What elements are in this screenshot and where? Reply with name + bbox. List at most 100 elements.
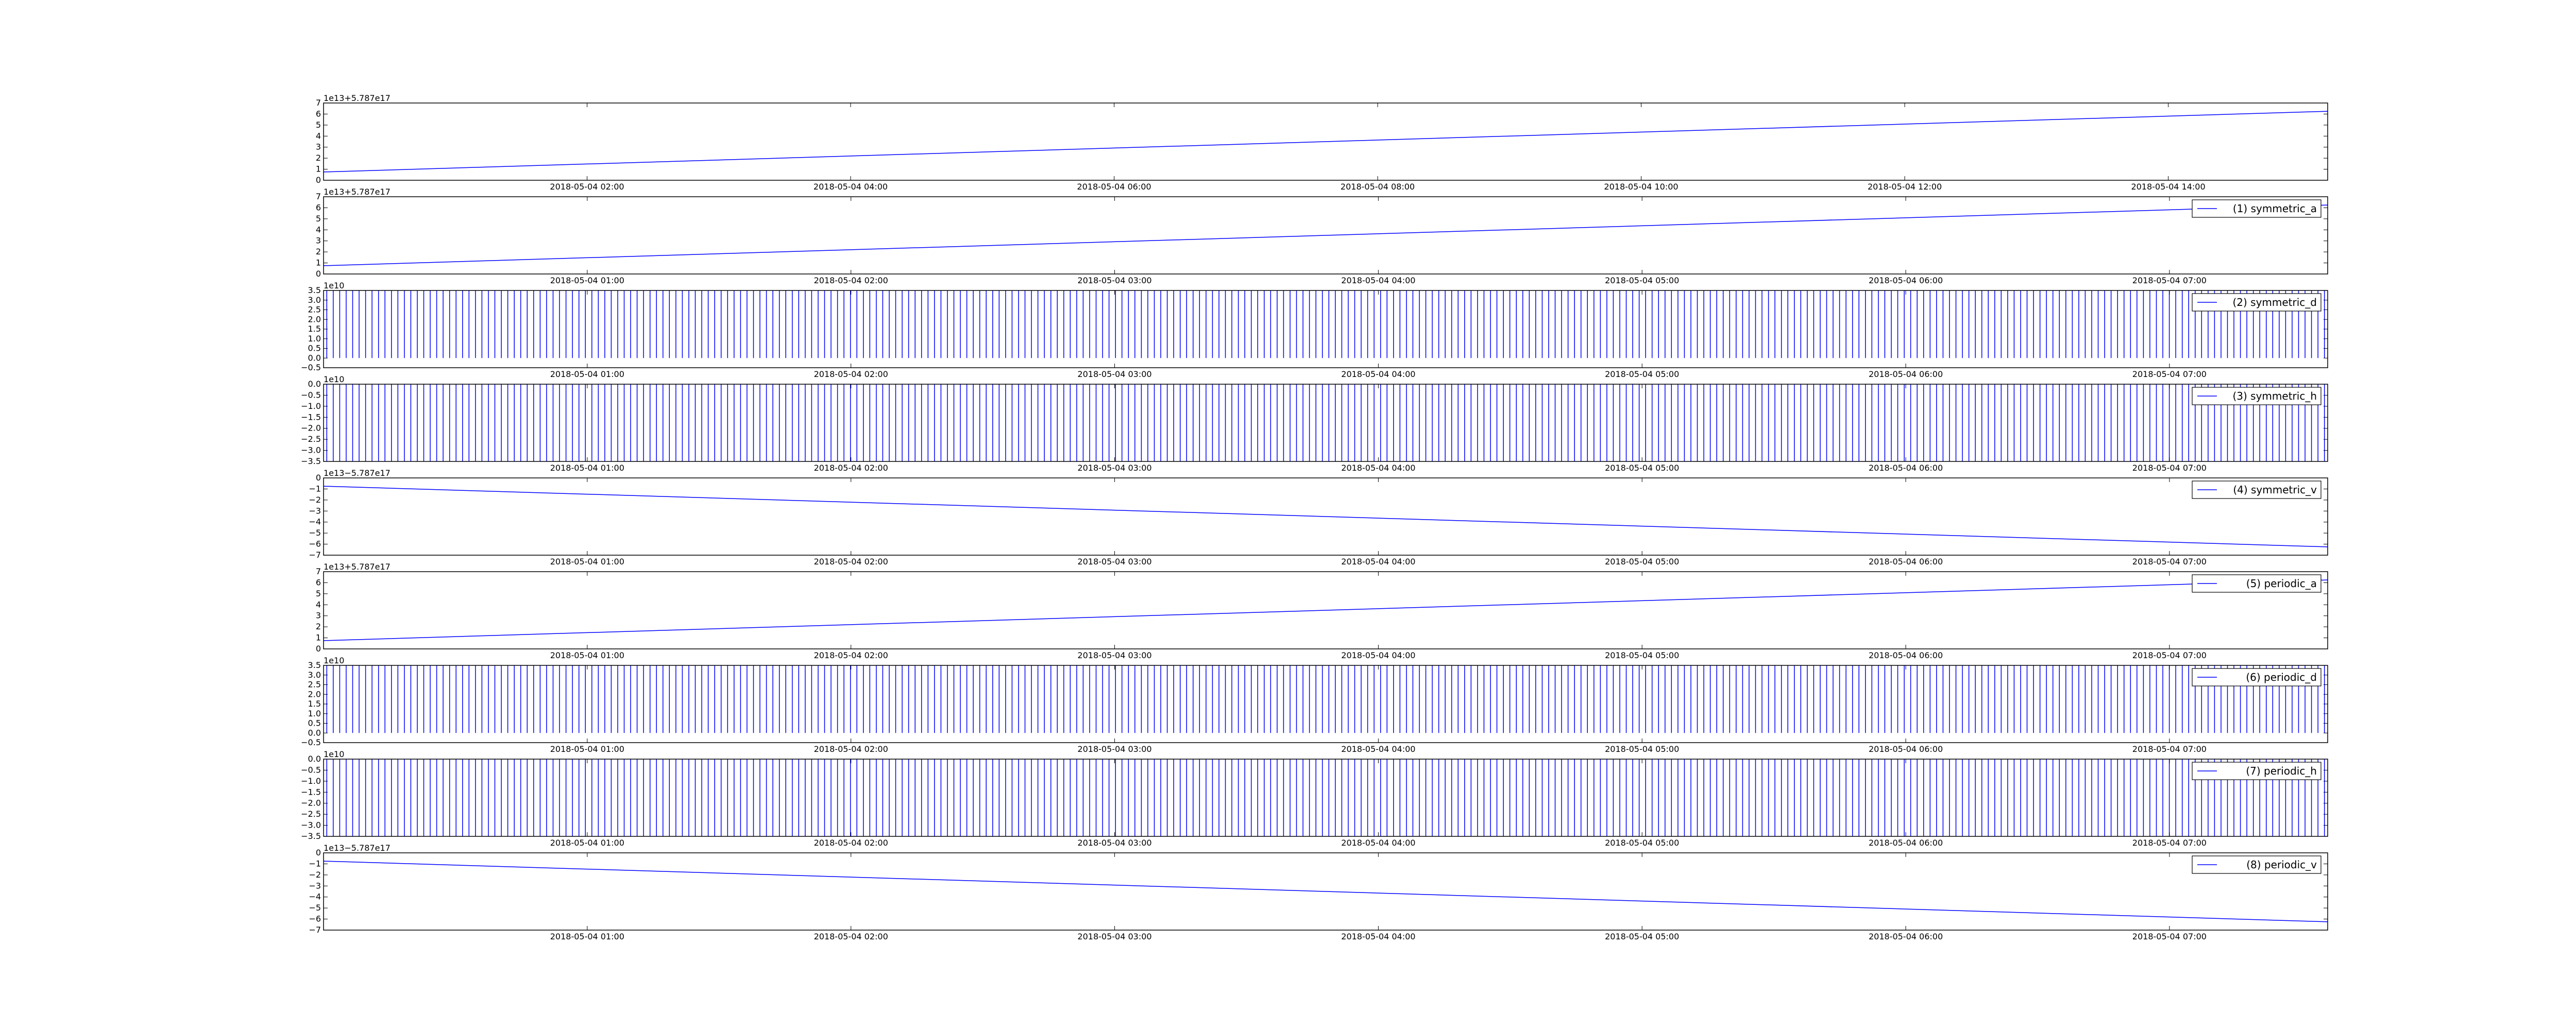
x-tick-label: 2018-05-04 06:00	[1869, 369, 1943, 379]
x-tick-label: 2018-05-04 01:00	[550, 276, 624, 285]
y-tick-label: −2.0	[301, 798, 321, 808]
legend: (7) periodic_h	[2192, 762, 2321, 780]
offset-label: 1e10	[324, 281, 344, 290]
legend-box	[2192, 574, 2321, 593]
x-tick-label: 2018-05-04 07:00	[2132, 463, 2207, 473]
x-tick-label: 2018-05-04 03:00	[1077, 369, 1151, 379]
x-tick-label: 2018-05-04 06:00	[1869, 463, 1943, 473]
series-line	[323, 579, 2328, 641]
y-tick-label: −4	[309, 517, 321, 527]
y-tick-label: −1	[309, 859, 321, 868]
x-tick-label: 2018-05-04 07:00	[2132, 650, 2207, 660]
legend: (8) periodic_v	[2192, 855, 2321, 874]
y-tick-label: −7	[309, 550, 321, 560]
y-tick-label: 4	[316, 225, 321, 234]
y-tick-label: 1	[316, 164, 321, 174]
x-tick-label: 2018-05-04 01:00	[550, 838, 624, 848]
subplot-4: −7−6−5−4−3−2 −10 2018-05-04 01:00 2018-05-0…	[309, 468, 2328, 566]
x-tick-label: 2018-05-04 07:00	[2132, 744, 2207, 754]
subplot-3: −3.5−3.0−2.5−2.0−1.5−1.0−0.50.0 2018-05-0…	[301, 374, 2328, 473]
x-tick-label: 2018-05-04 07:00	[2132, 557, 2207, 566]
y-tick-label: 3	[316, 236, 321, 246]
series-spikes	[326, 384, 2325, 461]
y-tick-label: −4	[309, 892, 321, 902]
x-tick-label: 2018-05-04 07:00	[2132, 932, 2207, 941]
series-spikes	[326, 290, 2325, 358]
axes-frame	[323, 102, 2328, 181]
legend-label: (1) symmetric_a	[2233, 202, 2317, 215]
offset-label: 1e13+5.787e17	[324, 562, 391, 572]
x-tick-label: 2018-05-04 06:00	[1869, 276, 1943, 285]
series-line	[323, 204, 2328, 266]
axes-frame	[323, 384, 2328, 462]
y-tick-label: 6	[316, 577, 321, 587]
y-tick-label: 0.0	[308, 754, 321, 764]
y-tick-label: 0.0	[308, 728, 321, 737]
x-tick-label: 2018-05-04 05:00	[1605, 744, 1679, 754]
x-tick-label: 2018-05-04 05:00	[1605, 650, 1679, 660]
series-spikes	[326, 759, 2325, 836]
y-tick-label: −2	[309, 870, 321, 880]
x-tick-label: 2018-05-04 14:00	[2131, 182, 2205, 192]
y-tick-label: 3.0	[308, 295, 321, 305]
series-line	[323, 111, 2328, 173]
x-tick-label: 2018-05-04 05:00	[1605, 838, 1679, 848]
legend: (3) symmetric_h	[2192, 387, 2321, 405]
x-tick-label: 2018-05-04 05:00	[1605, 276, 1679, 285]
y-tick-label: 5	[316, 120, 321, 130]
y-tick-label: −2.5	[301, 434, 321, 444]
y-tick-label: 6	[316, 109, 321, 118]
x-tick-label: 2018-05-04 02:00	[550, 182, 624, 192]
x-tick-label: 2018-05-04 04:00	[1341, 369, 1415, 379]
x-tick-label: 2018-05-04 06:00	[1869, 838, 1943, 848]
y-tick-label: 3	[316, 611, 321, 621]
subplot-8: −7−6−5−4 −3−2 −1 0 2018-05-04 01:00 2018-05-0…	[309, 843, 2328, 941]
y-tick-label: 0	[316, 644, 321, 654]
x-tick-label: 2018-05-04 03:00	[1077, 838, 1151, 848]
y-tick-label: 7	[316, 566, 321, 576]
x-tick-label: 2018-05-04 02:00	[814, 276, 888, 285]
y-tick-label: 3	[316, 142, 321, 152]
y-tick-label: 0	[316, 848, 321, 857]
x-tick-label: 2018-05-04 03:00	[1077, 650, 1151, 660]
y-tick-label: −2.5	[301, 809, 321, 819]
y-tick-label: 2.0	[308, 689, 321, 699]
x-tick-label: 2018-05-04 06:00	[1869, 650, 1943, 660]
axes-frame	[323, 477, 2328, 556]
y-tick-label: 4	[316, 599, 321, 609]
legend: (1) symmetric_a	[2192, 199, 2321, 218]
y-tick-label: −3.5	[301, 831, 321, 841]
y-tick-label: 0.0	[308, 353, 321, 363]
y-tick-label: 0.0	[308, 379, 321, 389]
y-tick-label: 2.5	[308, 305, 321, 315]
x-tick-label: 2018-05-04 07:00	[2132, 838, 2207, 848]
x-tick-label: 2018-05-04 05:00	[1605, 557, 1679, 566]
y-tick-label: 2.0	[308, 314, 321, 324]
x-tick-label: 2018-05-04 08:00	[1341, 182, 1415, 192]
subplot-6: −0.50.00.51.01.52.02.53.03.5 2018-05-04 0…	[301, 656, 2328, 754]
x-tick-label: 2018-05-04 03:00	[1077, 932, 1151, 941]
y-tick-label: −0.5	[301, 390, 321, 400]
x-tick-label: 2018-05-04 07:00	[2132, 369, 2207, 379]
y-tick-label: 6	[316, 202, 321, 212]
x-tick-label: 2018-05-04 01:00	[550, 932, 624, 941]
y-tick-label: 1.0	[308, 334, 321, 344]
offset-label: 1e10	[324, 749, 344, 759]
x-tick-label: 2018-05-04 04:00	[1341, 932, 1415, 941]
x-tick-label: 2018-05-04 02:00	[814, 369, 888, 379]
x-tick-label: 2018-05-04 05:00	[1605, 369, 1679, 379]
offset-label: 1e13+5.787e17	[324, 187, 391, 197]
x-tick-label: 2018-05-04 06:00	[1869, 744, 1943, 754]
y-tick-label: −0.5	[301, 363, 321, 372]
offset-label: 1e13−5.787e17	[324, 843, 391, 853]
x-tick-label: 2018-05-04 05:00	[1605, 932, 1679, 941]
x-tick-label: 2018-05-04 04:00	[1341, 744, 1415, 754]
offset-label: 1e10	[324, 656, 344, 665]
axes-frame	[323, 196, 2328, 274]
y-tick-label: 0.5	[308, 718, 321, 728]
x-tick-label: 2018-05-04 01:00	[550, 369, 624, 379]
x-tick-label: 2018-05-04 04:00	[1341, 838, 1415, 848]
y-tick-label: 0.5	[308, 344, 321, 353]
